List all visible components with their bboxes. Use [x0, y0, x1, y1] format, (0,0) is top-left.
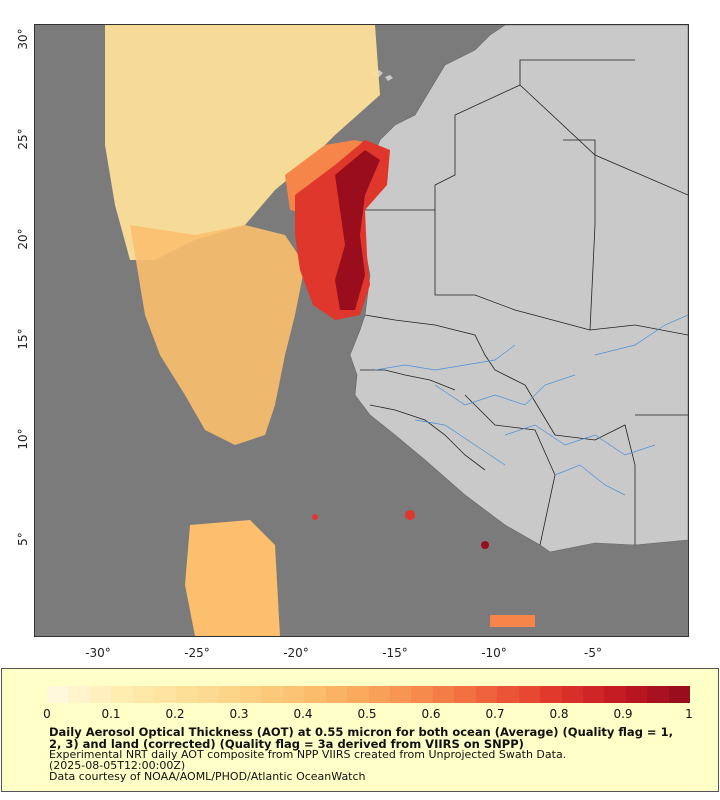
- colorbar-tick: 0.7: [485, 707, 505, 721]
- colorbar-swatch: [561, 686, 583, 703]
- colorbar-swatch: [261, 686, 283, 703]
- colorbar-swatch: [540, 686, 562, 703]
- colorbar-swatch: [518, 686, 541, 703]
- colorbar-swatch: [347, 686, 369, 703]
- aot-plume-max: [335, 150, 380, 310]
- country-borders: [355, 59, 688, 546]
- colorbar-swatch: [132, 686, 155, 703]
- aot-speck: [481, 541, 489, 549]
- lat-tick-label: 10°: [16, 428, 30, 450]
- lat-tick-label: 30°: [16, 28, 30, 50]
- colorbar-swatch: [111, 686, 133, 703]
- colorbar-tick: 0.6: [421, 707, 441, 721]
- colorbar-swatch: [47, 686, 69, 703]
- colorbar-tick: 0.9: [613, 707, 633, 721]
- legend-subtitle: Experimental NRT daily AOT composite fro…: [49, 748, 567, 761]
- colorbar-swatch: [89, 686, 112, 703]
- legend-panel: 0 0.1 0.2 0.3 0.4 0.5 0.6 0.7 0.8 0.9 1 …: [1, 668, 719, 792]
- colorbar-swatch: [625, 686, 648, 703]
- legend-title: Daily Aerosol Optical Thickness (AOT) at…: [49, 725, 673, 751]
- aot-south-patch: [185, 520, 280, 636]
- rivers: [374, 314, 688, 496]
- colorbar-tick: 0: [43, 707, 51, 721]
- aot-speck: [405, 510, 415, 520]
- lon-tick-label: -10°: [481, 646, 507, 660]
- colorbar-tick: 0.3: [229, 707, 249, 721]
- colorbar-swatch: [647, 686, 669, 703]
- lat-tick-label: 15°: [16, 328, 30, 350]
- colorbar-swatch: [239, 686, 262, 703]
- colorbar-swatch: [582, 686, 605, 703]
- lat-tick-label: 25°: [16, 128, 30, 150]
- legend-date: (2025-08-05T12:00:00Z): [49, 759, 186, 772]
- colorbar-swatch: [154, 686, 176, 703]
- africa-land: [349, 25, 688, 553]
- aot-speck: [312, 514, 318, 520]
- lon-tick-label: -15°: [382, 646, 408, 660]
- colorbar-swatch: [432, 686, 455, 703]
- colorbar-swatch: [175, 686, 198, 703]
- legend-credit: Data courtesy of NOAA/AOML/PHOD/Atlantic…: [49, 770, 366, 783]
- colorbar-swatch: [411, 686, 433, 703]
- aot-plume-mid: [130, 225, 305, 445]
- colorbar-swatch: [475, 686, 498, 703]
- colorbar: [47, 686, 691, 703]
- aot-plume-low: [105, 25, 380, 260]
- colorbar-tick: 1: [685, 707, 693, 721]
- lon-tick-label: -30°: [85, 646, 111, 660]
- colorbar-tick: 0.5: [357, 707, 377, 721]
- colorbar-tick: 0.2: [165, 707, 185, 721]
- lat-tick-label: 20°: [16, 228, 30, 250]
- colorbar-swatch: [368, 686, 390, 703]
- colorbar-swatch: [668, 686, 691, 703]
- lon-tick-label: -5°: [584, 646, 602, 660]
- lon-tick-label: -20°: [283, 646, 309, 660]
- colorbar-swatch: [304, 686, 326, 703]
- colorbar-tick: 0.4: [293, 707, 313, 721]
- aot-overlay: [105, 25, 535, 636]
- colorbar-swatch: [497, 686, 519, 703]
- colorbar-swatch: [197, 686, 219, 703]
- lat-tick-label: 5°: [16, 532, 30, 546]
- colorbar-swatch: [68, 686, 90, 703]
- colorbar-swatch: [390, 686, 412, 703]
- legend-subtitle-block: Experimental NRT daily AOT composite fro…: [49, 749, 689, 782]
- colorbar-tick: 0.8: [549, 707, 569, 721]
- colorbar-swatch: [218, 686, 240, 703]
- map-canvas: [105, 25, 688, 636]
- colorbar-swatch: [454, 686, 476, 703]
- aot-speck: [490, 615, 535, 627]
- colorbar-swatch: [325, 686, 348, 703]
- colorbar-swatch: [282, 686, 305, 703]
- aot-map: [34, 24, 689, 637]
- colorbar-swatch: [604, 686, 626, 703]
- lon-tick-label: -25°: [184, 646, 210, 660]
- colorbar-tick: 0.1: [101, 707, 121, 721]
